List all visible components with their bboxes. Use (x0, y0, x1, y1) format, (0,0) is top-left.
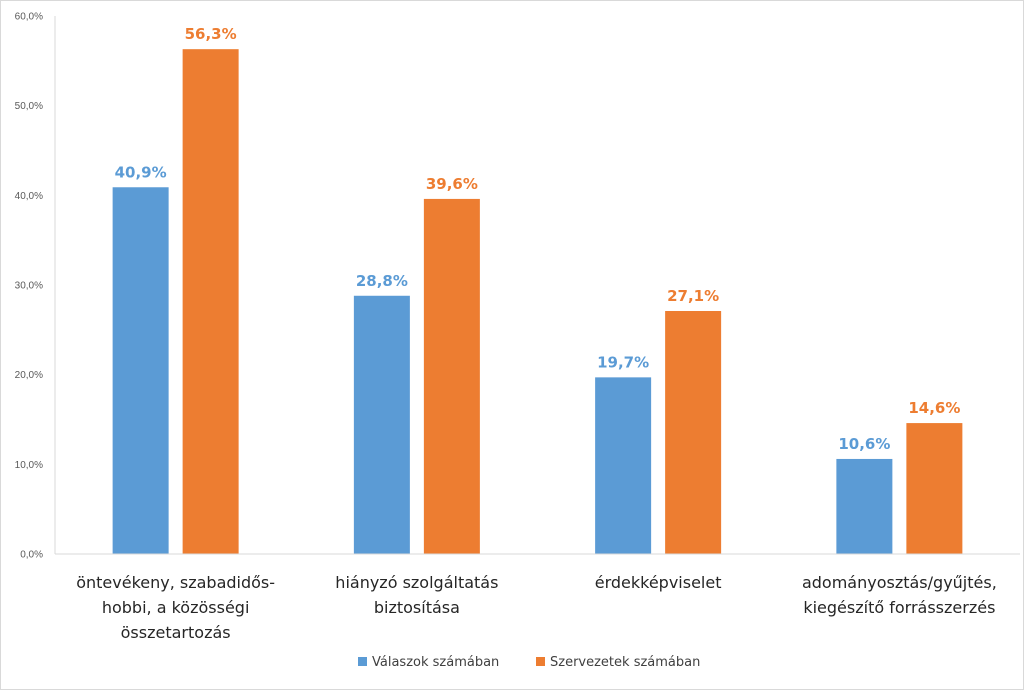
data-labels: 40,9% 56,3% 28,8% 39,6% 19,7% 27,1% 10,6% 14,6% (115, 25, 961, 453)
y-tick-label: 0,0% (20, 550, 43, 561)
x-category-label: érdekképviselet (595, 573, 722, 592)
bar (182, 49, 239, 554)
x-category-label: adományosztás/gyűjtés, (802, 573, 997, 592)
data-label: 14,6% (908, 399, 960, 417)
bar (836, 458, 893, 554)
y-tick-label: 10,0% (15, 460, 43, 471)
bar (595, 377, 652, 554)
x-category-label: hiányzó szolgáltatás (335, 573, 498, 592)
bar (353, 295, 410, 554)
bars (112, 49, 963, 555)
y-tick-label: 20,0% (15, 370, 43, 381)
x-category-label: kiegészítő forrásszerzés (803, 598, 995, 617)
y-tick-label: 50,0% (15, 101, 43, 112)
x-category-label: hobbi, a közösségi (102, 598, 250, 617)
legend-swatch (358, 657, 367, 666)
y-tick-label: 30,0% (15, 281, 43, 292)
legend: Válaszok számában Szervezetek számában (358, 655, 700, 670)
data-label: 19,7% (597, 353, 649, 371)
x-axis: öntevékeny, szabadidős-hobbi, a közösség… (55, 553, 1020, 642)
legend-entry: Szervezetek számában (550, 655, 700, 670)
x-category-label: összetartozás (121, 623, 231, 642)
bar (112, 187, 169, 554)
legend-swatch (536, 657, 545, 666)
bar (423, 198, 480, 555)
x-category-label: biztosítása (374, 598, 460, 617)
legend-entry: Válaszok számában (372, 655, 499, 670)
data-label: 27,1% (667, 287, 719, 305)
data-label: 56,3% (185, 25, 237, 43)
bar (906, 423, 963, 554)
y-axis: 0,0% 10,0% 20,0% 30,0% 40,0% 50,0% 60,0% (15, 12, 56, 561)
bar (665, 311, 722, 554)
y-tick-label: 40,0% (15, 191, 43, 202)
data-label: 40,9% (115, 163, 167, 181)
y-tick-label: 60,0% (15, 12, 43, 23)
data-label: 10,6% (838, 435, 890, 453)
data-label: 39,6% (426, 175, 478, 193)
data-label: 28,8% (356, 272, 408, 290)
x-category-label: öntevékeny, szabadidős- (76, 573, 275, 592)
